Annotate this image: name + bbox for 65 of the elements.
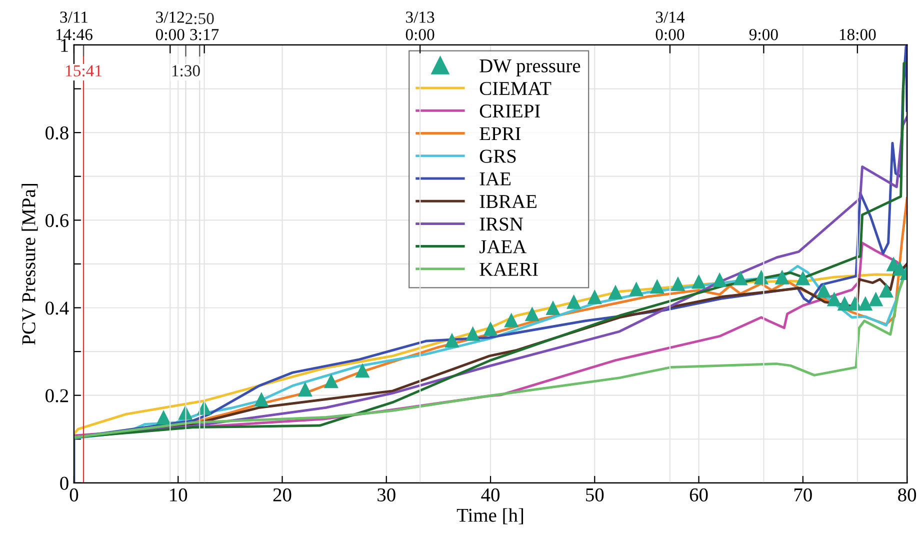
point [324,374,338,388]
legend-label: IRSN [480,218,523,231]
x-tick-label: 80 [898,488,916,502]
x-tick-label: 0 [70,488,78,502]
y-axis-title: PCV Pressure [MPa] [22,184,38,345]
x2-tick-label: 3/12 0:00 [156,12,184,40]
point [566,294,582,309]
legend-label: KAERI [480,262,538,276]
point [546,300,560,316]
point [733,270,748,286]
legend-label: IAE [480,172,511,186]
x2-tick-label: 3/13 0:00 [406,12,434,40]
y-tick-label: 0 [60,476,68,490]
point [670,276,686,291]
point [837,296,852,311]
y-tick-label: 0.8 [46,126,68,140]
x-tick-label: 40 [481,488,500,502]
x-tick-label: 20 [273,488,292,502]
ref-line-label: 15:41 [66,65,102,76]
point [355,363,370,378]
point [298,382,312,396]
x2-tick-label: 3/11 14:46 [56,12,92,40]
point [587,290,602,304]
point [156,410,171,425]
point [608,284,623,300]
point [254,392,269,407]
x-tick-label: 10 [170,488,188,502]
x-axis-title: Time [h] [456,508,524,524]
legend-label: EPRI [480,127,521,140]
x-tick-label: 30 [378,488,396,502]
legend-label: CRIEPI [480,104,540,118]
y-tick-label: 0.6 [46,214,69,228]
x-tick-label: 60 [690,488,708,502]
y-tick-label: 0.2 [46,389,68,402]
point [629,282,644,296]
x-tick-label: 70 [794,488,812,502]
x2-tick-label: 18:00 [840,28,876,40]
point [796,270,810,286]
x-tick-label: 50 [586,488,604,502]
point [878,282,894,298]
point [858,296,873,311]
y-tick-label: 0.4 [46,302,69,315]
point [774,270,790,284]
point [826,292,842,306]
ref-line-label: 2:50 [186,12,214,24]
x2-tick-label: 9:00 [749,28,778,40]
legend-label: GRS [480,150,516,163]
x2-tick-label: 3:17 [190,29,219,40]
point [444,332,460,348]
legend-label: JAEA [480,240,526,254]
legend-label: CIEMAT [480,82,552,96]
point [524,306,540,322]
point [504,312,519,328]
point [650,279,664,294]
point [692,274,706,289]
y-tick-label: 1 [61,38,68,52]
point [483,321,498,336]
legend-label: DW pressure [480,59,580,76]
point [868,292,884,306]
legend-label: IBRAE [480,195,536,208]
point [712,272,727,288]
point [466,326,480,341]
x2-tick-label: 3/14 0:00 [656,12,685,40]
ref-line-label: 1:30 [172,65,200,76]
point [816,282,832,298]
